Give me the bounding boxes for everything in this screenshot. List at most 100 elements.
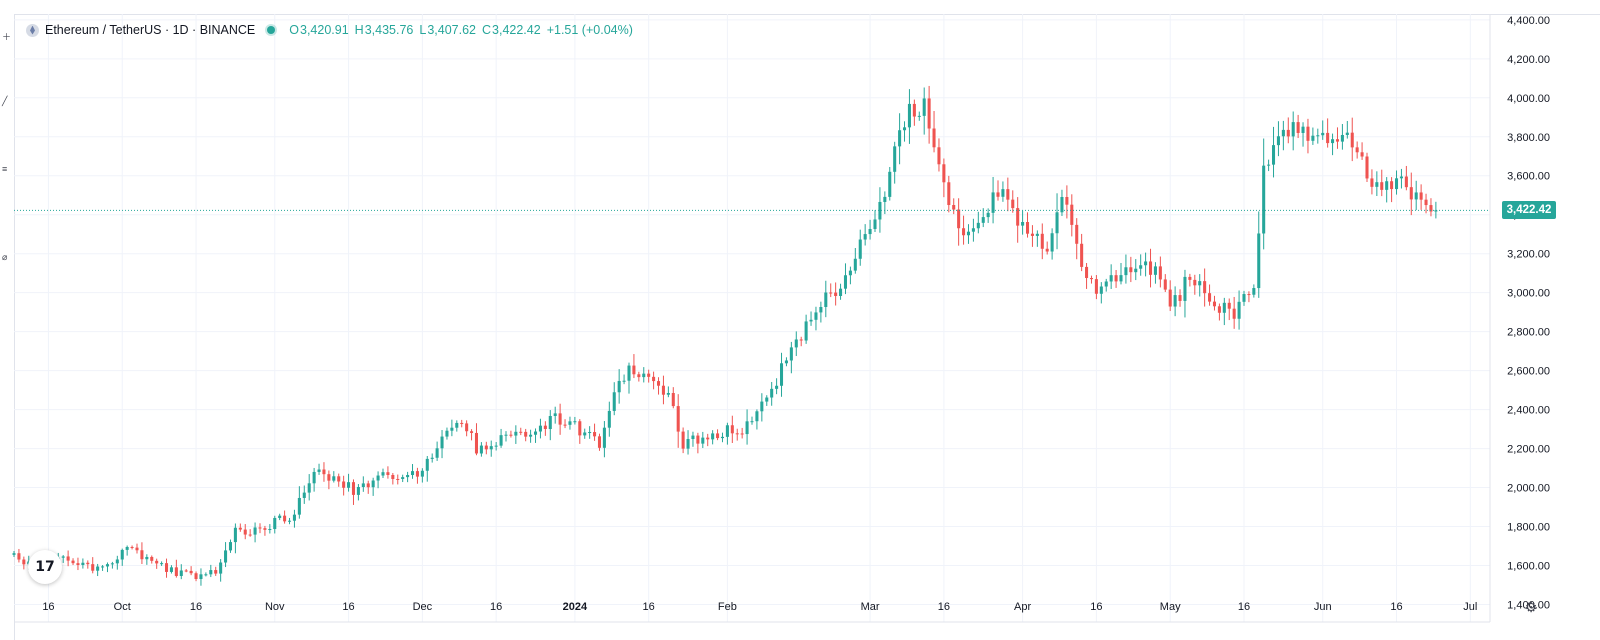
- x-tick-label: 16: [42, 601, 54, 613]
- candle-body: [784, 360, 788, 364]
- tradingview-logo[interactable]: 17: [28, 550, 62, 584]
- candle-body: [248, 534, 252, 536]
- candle-body: [720, 436, 725, 439]
- candle: [273, 515, 277, 534]
- candle: [519, 427, 523, 436]
- candle-body: [327, 474, 331, 481]
- candle: [1080, 233, 1084, 272]
- candle-body: [322, 469, 326, 475]
- candle: [312, 467, 316, 492]
- candle: [656, 377, 661, 395]
- measure-tool-icon[interactable]: ⌀: [2, 252, 8, 262]
- candle-body: [268, 529, 272, 531]
- low-value: 3,407.62: [427, 23, 476, 37]
- candle: [71, 558, 75, 566]
- candle: [243, 524, 247, 540]
- candle-body: [1217, 306, 1221, 313]
- candle: [745, 409, 749, 445]
- candle-body: [1301, 126, 1305, 133]
- candle-body: [578, 421, 582, 436]
- candle-body: [1163, 279, 1167, 290]
- candle-body: [957, 209, 961, 229]
- candle-body: [371, 480, 375, 488]
- candle-body: [898, 130, 902, 147]
- candle-body: [765, 397, 769, 402]
- candle-body: [105, 564, 110, 567]
- candle-body: [292, 514, 296, 521]
- candle-body: [1262, 165, 1266, 234]
- candle-body: [1331, 139, 1335, 144]
- candle-body: [460, 422, 464, 424]
- trendline-tool-icon[interactable]: ╱: [2, 96, 8, 106]
- candle-body: [676, 406, 680, 432]
- candle-body: [976, 222, 980, 229]
- candle: [420, 468, 424, 483]
- candle-body: [347, 482, 351, 488]
- candle: [361, 476, 365, 492]
- candle: [1139, 254, 1143, 276]
- candle: [642, 367, 646, 383]
- candle: [1030, 225, 1034, 247]
- candle: [164, 558, 169, 578]
- candle-body: [356, 487, 360, 495]
- candle-body: [425, 458, 429, 471]
- y-tick-label: 2,000.00: [1507, 483, 1550, 495]
- candle: [366, 480, 370, 494]
- candle-body: [533, 431, 538, 435]
- candle-body: [1390, 181, 1394, 190]
- candle-body: [184, 570, 188, 572]
- crosshair-tool-icon[interactable]: ＋: [2, 32, 12, 42]
- candle: [548, 410, 552, 441]
- settings-gear-icon[interactable]: ⚙: [1524, 598, 1538, 615]
- time-axis[interactable]: 16 Oct 16 Nov 16 Dec 16 2024 16 Feb Mar 16 Apr 16 May 1…: [42, 601, 1477, 613]
- candle: [332, 471, 336, 483]
- candle: [91, 557, 95, 574]
- candle: [1424, 193, 1428, 214]
- candle-body: [415, 471, 419, 477]
- candle-body: [86, 562, 90, 565]
- candle: [1306, 118, 1310, 154]
- candle: [583, 428, 587, 439]
- candle-body: [1212, 301, 1217, 307]
- candle-body: [1394, 178, 1399, 190]
- candle: [858, 229, 862, 266]
- candle: [105, 562, 110, 573]
- candle-body: [829, 292, 833, 294]
- candle: [22, 556, 26, 570]
- price-axis[interactable]: 1,400.00 1,600.00 1,800.00 2,000.00 2,200.00…: [1507, 15, 1550, 612]
- candle-body: [209, 570, 213, 575]
- candle: [174, 559, 178, 578]
- candle-body: [1414, 192, 1418, 200]
- candle: [1055, 193, 1059, 250]
- x-tick-label: Jul: [1463, 601, 1477, 613]
- candle-body: [1399, 176, 1403, 179]
- candle-body: [711, 433, 715, 440]
- candle: [155, 558, 159, 569]
- candle: [720, 432, 725, 443]
- candle-body: [1247, 294, 1251, 296]
- candle: [1286, 117, 1290, 144]
- y-tick-label: 4,000.00: [1507, 93, 1550, 105]
- candle-body: [263, 528, 267, 530]
- candle: [1419, 184, 1423, 210]
- candle-body: [386, 472, 390, 475]
- candle: [1109, 264, 1113, 289]
- candle-body: [716, 433, 720, 439]
- candle: [957, 198, 961, 246]
- candle-body: [1124, 267, 1128, 276]
- symbol-title[interactable]: Ethereum / TetherUS · 1D · BINANCE: [45, 23, 256, 37]
- candle: [755, 409, 759, 430]
- candle: [794, 331, 798, 357]
- candle-body: [1335, 139, 1340, 142]
- candle-body: [1434, 210, 1438, 212]
- candle-body: [642, 373, 646, 378]
- fib-tool-icon[interactable]: ≡: [2, 164, 8, 174]
- candle: [952, 198, 956, 215]
- candle-body: [120, 549, 124, 560]
- candle: [1390, 177, 1394, 203]
- candles: [12, 85, 1438, 586]
- candle: [253, 522, 257, 543]
- candle: [440, 430, 444, 459]
- x-tick-label: 16: [1390, 601, 1402, 613]
